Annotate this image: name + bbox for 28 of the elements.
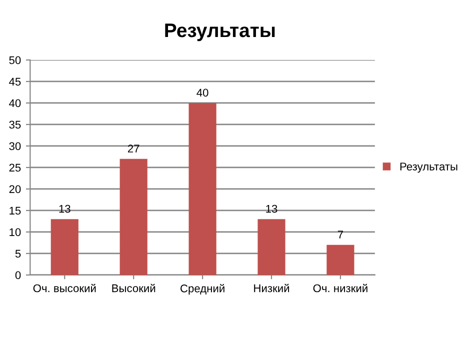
x-tick-label: Средний [180,284,224,295]
y-tick-label: 35 [9,120,21,129]
x-tick-label: Оч. высокий [33,284,96,292]
y-tick-label: 25 [9,164,21,172]
chart-title: Результаты [165,24,275,42]
y-tick-label: 45 [9,78,21,86]
bar [188,102,216,275]
data-label: 7 [338,230,343,238]
bar [120,158,148,275]
y-tick-label: 15 [10,206,21,215]
data-label: 27 [128,144,140,152]
x-tick-label: Оч. низкий [313,284,368,292]
y-tick-label: 5 [15,250,21,258]
bar [326,244,354,275]
data-label: 13 [266,204,278,213]
y-tick-label: 10 [10,228,21,236]
legend-label: Результаты [400,162,458,173]
data-label: 13 [59,204,70,213]
x-tick-label: Высокий [112,284,156,292]
y-tick-label: 40 [9,99,21,108]
bar [50,219,78,275]
data-label: 40 [196,88,208,97]
y-tick-label: 20 [9,185,21,194]
y-tick-label: 50 [9,56,21,64]
x-tick-label: Низкий [254,284,290,292]
y-tick-label: 30 [9,142,21,150]
y-tick-label: 0 [15,271,21,280]
bar [258,219,286,275]
